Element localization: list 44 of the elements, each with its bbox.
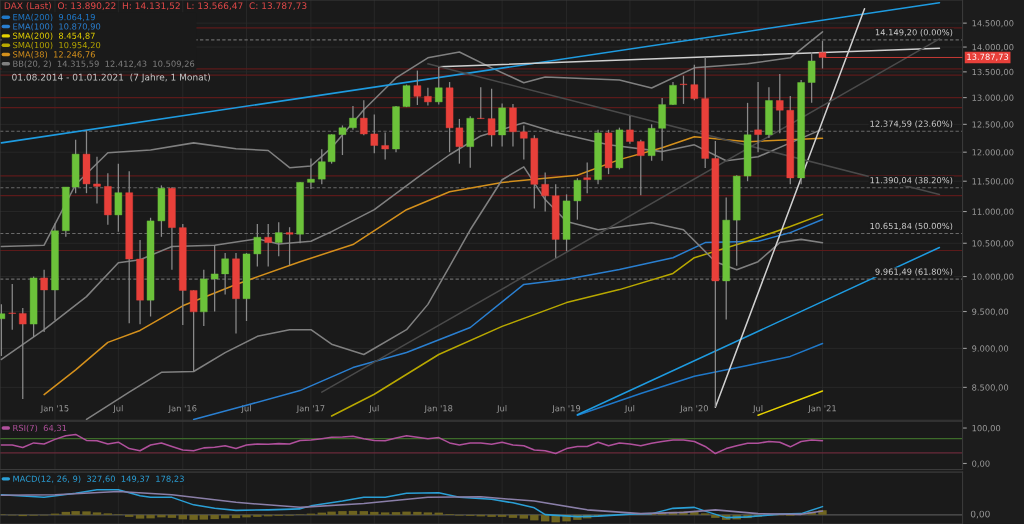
- legend-label: MACD(12, 26, 9) 327,60 149,37 178,23: [13, 475, 184, 483]
- y-tick-label: 8.500,00: [972, 384, 1009, 392]
- x-tick-label: Jan '17: [296, 405, 325, 413]
- ref-line-label: 12.374,59 (23.60%): [870, 120, 953, 128]
- chart-title: DAX (Last) O: 13.890,22 H: 14.131,52 L: 13.566,47 C: 13.787,73: [4, 2, 307, 11]
- x-tick-label: Jul: [624, 404, 635, 413]
- x-tick-label: Jul: [241, 404, 251, 413]
- ref-line-label: 14.149,20 (0.00%): [875, 28, 953, 37]
- text: 01.08.2014 - 01.01.2021 (7 Jahre, 1 Monat): [12, 73, 210, 83]
- x-tick-label: Jan '15: [40, 405, 69, 413]
- ref-line-label: 10.651,84 (50.00%): [870, 222, 953, 231]
- x-tick-label: Jul: [368, 404, 379, 413]
- x-tick-label: Jan '19: [551, 405, 581, 413]
- ref-line-label: 9.961,49 (61.80%): [875, 268, 953, 276]
- x-tick-label: Jan '16: [168, 405, 197, 413]
- y-tick-label: 11.000,00: [972, 208, 1014, 216]
- y-tick-label: 9.000,00: [972, 345, 1009, 353]
- y-tick-label: 13.500,00: [972, 68, 1014, 76]
- y-tick-label: 10.500,00: [972, 240, 1014, 248]
- annotation: 13.787,73: [967, 53, 1009, 61]
- legend-label: SMA(200) 8.454,87: [13, 32, 95, 40]
- y-tick-label: 12.000,00: [972, 149, 1014, 157]
- legend-label: SMA(38) 12.246,76: [13, 51, 95, 59]
- legend-label: BB(20, 2) 14.315,59 12.412,43 10.509,26: [13, 60, 195, 68]
- y-tick-label: 11.500,00: [972, 178, 1014, 186]
- x-tick-label: Jul: [112, 404, 123, 413]
- y-tick-label: 0,00: [972, 460, 990, 468]
- x-tick-label: Jul: [496, 404, 507, 413]
- legend-label: RSI(7) 64,31: [13, 424, 67, 433]
- legend-label: EMA(200) 9.064,19: [13, 13, 95, 22]
- x-tick-label: Jul: [752, 404, 763, 413]
- y-tick-label: 14.000,00: [972, 44, 1014, 52]
- y-tick-label: 100,00: [972, 425, 1001, 433]
- x-tick-label: Jan '20: [679, 405, 708, 413]
- y-tick-label: 9.500,00: [972, 308, 1009, 316]
- ref-line-label: 11.390,04 (38.20%): [870, 176, 953, 185]
- x-tick-label: Jan '21: [807, 405, 836, 413]
- y-tick-label: 12.500,00: [972, 121, 1014, 129]
- legend-label: EMA(100) 10.870,90: [13, 23, 101, 31]
- legend-label: SMA(100) 10.954,20: [13, 41, 101, 50]
- y-tick-label: 14.500,00: [972, 20, 1014, 28]
- y-tick-label: 10.000,00: [972, 273, 1014, 281]
- x-tick-label: Jan '18: [424, 405, 453, 413]
- y-tick-label: 13.000,00: [972, 94, 1014, 102]
